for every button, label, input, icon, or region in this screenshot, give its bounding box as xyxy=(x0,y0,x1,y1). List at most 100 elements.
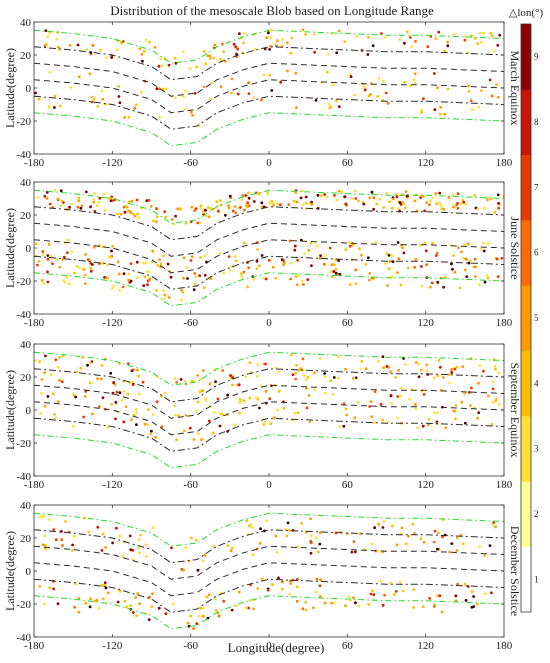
data-point xyxy=(237,590,241,594)
data-point xyxy=(273,416,276,419)
data-point xyxy=(155,289,159,292)
data-point xyxy=(248,396,252,400)
data-point xyxy=(203,273,207,277)
data-point xyxy=(332,83,335,87)
data-point xyxy=(496,275,500,278)
data-point xyxy=(366,256,370,260)
data-point xyxy=(276,39,279,43)
data-point xyxy=(190,255,194,259)
data-point xyxy=(42,282,46,286)
data-point xyxy=(338,425,342,428)
data-point xyxy=(369,93,372,96)
data-point xyxy=(482,249,486,253)
data-point xyxy=(323,254,327,257)
data-point xyxy=(110,249,113,253)
data-point xyxy=(157,64,161,68)
data-point xyxy=(414,402,417,406)
data-point xyxy=(127,278,130,282)
data-point xyxy=(267,259,271,262)
data-point xyxy=(333,263,336,266)
data-point xyxy=(118,534,122,538)
data-point xyxy=(319,578,323,582)
data-point xyxy=(251,526,254,529)
data-point xyxy=(438,365,442,369)
data-point xyxy=(126,205,129,209)
data-point xyxy=(322,262,326,266)
data-point xyxy=(327,102,331,106)
data-point xyxy=(196,374,200,377)
data-point xyxy=(131,611,135,614)
colorbar-tick-label: 1 xyxy=(534,574,539,584)
data-point xyxy=(362,202,366,206)
data-point xyxy=(396,395,400,398)
data-point xyxy=(129,548,133,552)
data-point xyxy=(467,261,471,265)
data-point xyxy=(98,196,102,200)
data-point xyxy=(456,201,459,205)
data-point xyxy=(433,108,437,111)
data-point xyxy=(111,244,114,248)
colorbar-label: △lon(°) xyxy=(509,7,544,19)
data-point xyxy=(434,192,438,195)
x-tick-label: 120 xyxy=(417,317,434,329)
data-point xyxy=(222,271,226,275)
chart-title: Distribution of the mesoscale Blob based… xyxy=(110,3,434,18)
data-point xyxy=(192,288,196,292)
data-point xyxy=(231,383,234,387)
data-point xyxy=(122,205,126,209)
data-point xyxy=(274,534,278,538)
data-point xyxy=(289,261,293,265)
data-point xyxy=(70,202,74,206)
data-point xyxy=(302,373,306,377)
y-tick-label: -40 xyxy=(16,632,31,644)
data-point xyxy=(47,243,51,246)
data-point xyxy=(206,206,210,210)
data-point xyxy=(313,388,317,392)
data-point xyxy=(222,50,226,53)
data-point xyxy=(280,587,284,591)
data-point xyxy=(482,31,485,35)
data-point xyxy=(364,367,368,370)
data-point xyxy=(197,432,200,436)
data-point xyxy=(200,438,204,441)
data-point xyxy=(106,591,110,595)
data-point xyxy=(184,379,187,383)
data-point xyxy=(382,366,385,369)
data-point xyxy=(52,528,56,531)
data-point xyxy=(235,52,238,56)
data-point xyxy=(244,375,248,378)
data-point xyxy=(188,426,192,430)
data-point xyxy=(255,259,259,263)
data-point xyxy=(152,219,155,223)
data-point xyxy=(246,285,250,289)
data-point xyxy=(405,194,409,198)
data-point xyxy=(43,194,47,198)
data-point xyxy=(384,91,388,95)
data-point xyxy=(114,417,117,421)
data-point xyxy=(432,605,436,608)
guide-lines xyxy=(34,29,504,147)
data-point xyxy=(47,105,51,109)
data-point xyxy=(377,522,380,526)
data-point xyxy=(118,101,122,105)
data-point xyxy=(303,252,306,256)
data-point xyxy=(56,602,60,606)
data-point xyxy=(77,597,81,600)
data-point xyxy=(337,355,340,359)
data-point xyxy=(174,214,178,218)
data-point xyxy=(315,244,319,248)
data-point xyxy=(343,40,347,43)
data-point xyxy=(470,605,474,609)
data-point xyxy=(189,259,193,262)
data-point xyxy=(145,199,149,203)
data-point xyxy=(282,263,285,267)
data-point xyxy=(89,597,92,601)
data-point xyxy=(193,282,197,286)
data-point xyxy=(43,543,47,547)
data-point xyxy=(390,254,394,258)
colorbar-tick-label: 3 xyxy=(534,444,539,454)
data-point xyxy=(442,285,445,289)
data-point xyxy=(144,261,148,265)
data-point xyxy=(304,195,308,199)
season-label: September Equinox xyxy=(508,363,522,458)
